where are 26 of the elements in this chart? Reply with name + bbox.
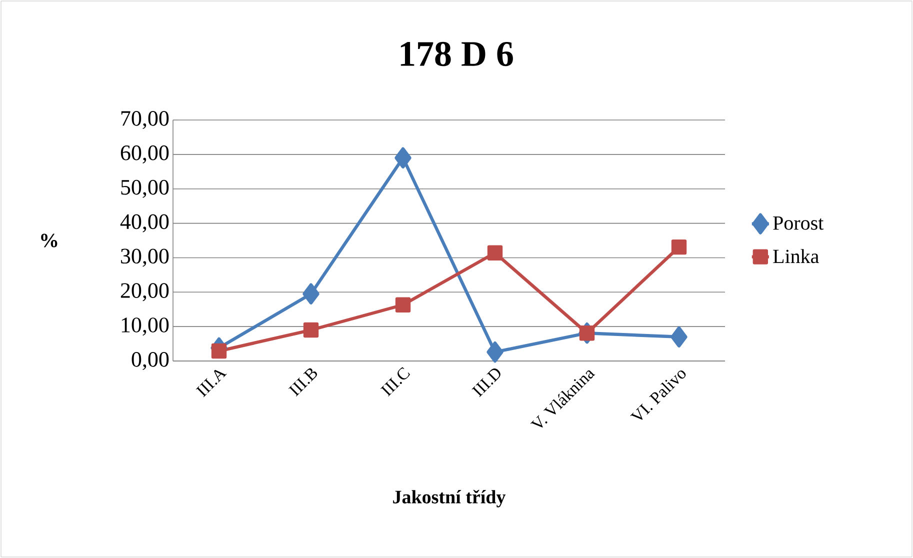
point (487, 245, 503, 260)
point (211, 343, 227, 359)
x-tick-label: III.D (472, 368, 500, 398)
y-tick-label: 30,00 (121, 248, 169, 267)
x-tick-label: III.B (288, 368, 317, 396)
y-tick-label: 20,00 (120, 283, 169, 302)
x-axis-title: Jakostní třídy (393, 490, 506, 508)
point (579, 326, 595, 341)
x-tick-label: III.A (196, 370, 227, 398)
point (486, 341, 504, 363)
y-tick-label: 0,00 (132, 352, 169, 370)
y-tick-label: 50,00 (121, 180, 169, 198)
y-tick-label: 40,00 (120, 214, 169, 232)
point (395, 297, 411, 312)
point (670, 326, 688, 348)
point (671, 239, 687, 255)
y-tick-label: 10,00 (122, 318, 169, 336)
y-axis-title: % (41, 234, 58, 248)
point (394, 147, 412, 168)
legend-label: Porost (773, 216, 824, 230)
y-tick-label: 60,00 (120, 145, 169, 164)
point (303, 322, 319, 338)
legend-label: Linka (773, 249, 819, 264)
point (302, 283, 320, 304)
y-tick-label: 70,00 (121, 110, 169, 130)
chart-title: 178 D 6 (400, 42, 513, 66)
